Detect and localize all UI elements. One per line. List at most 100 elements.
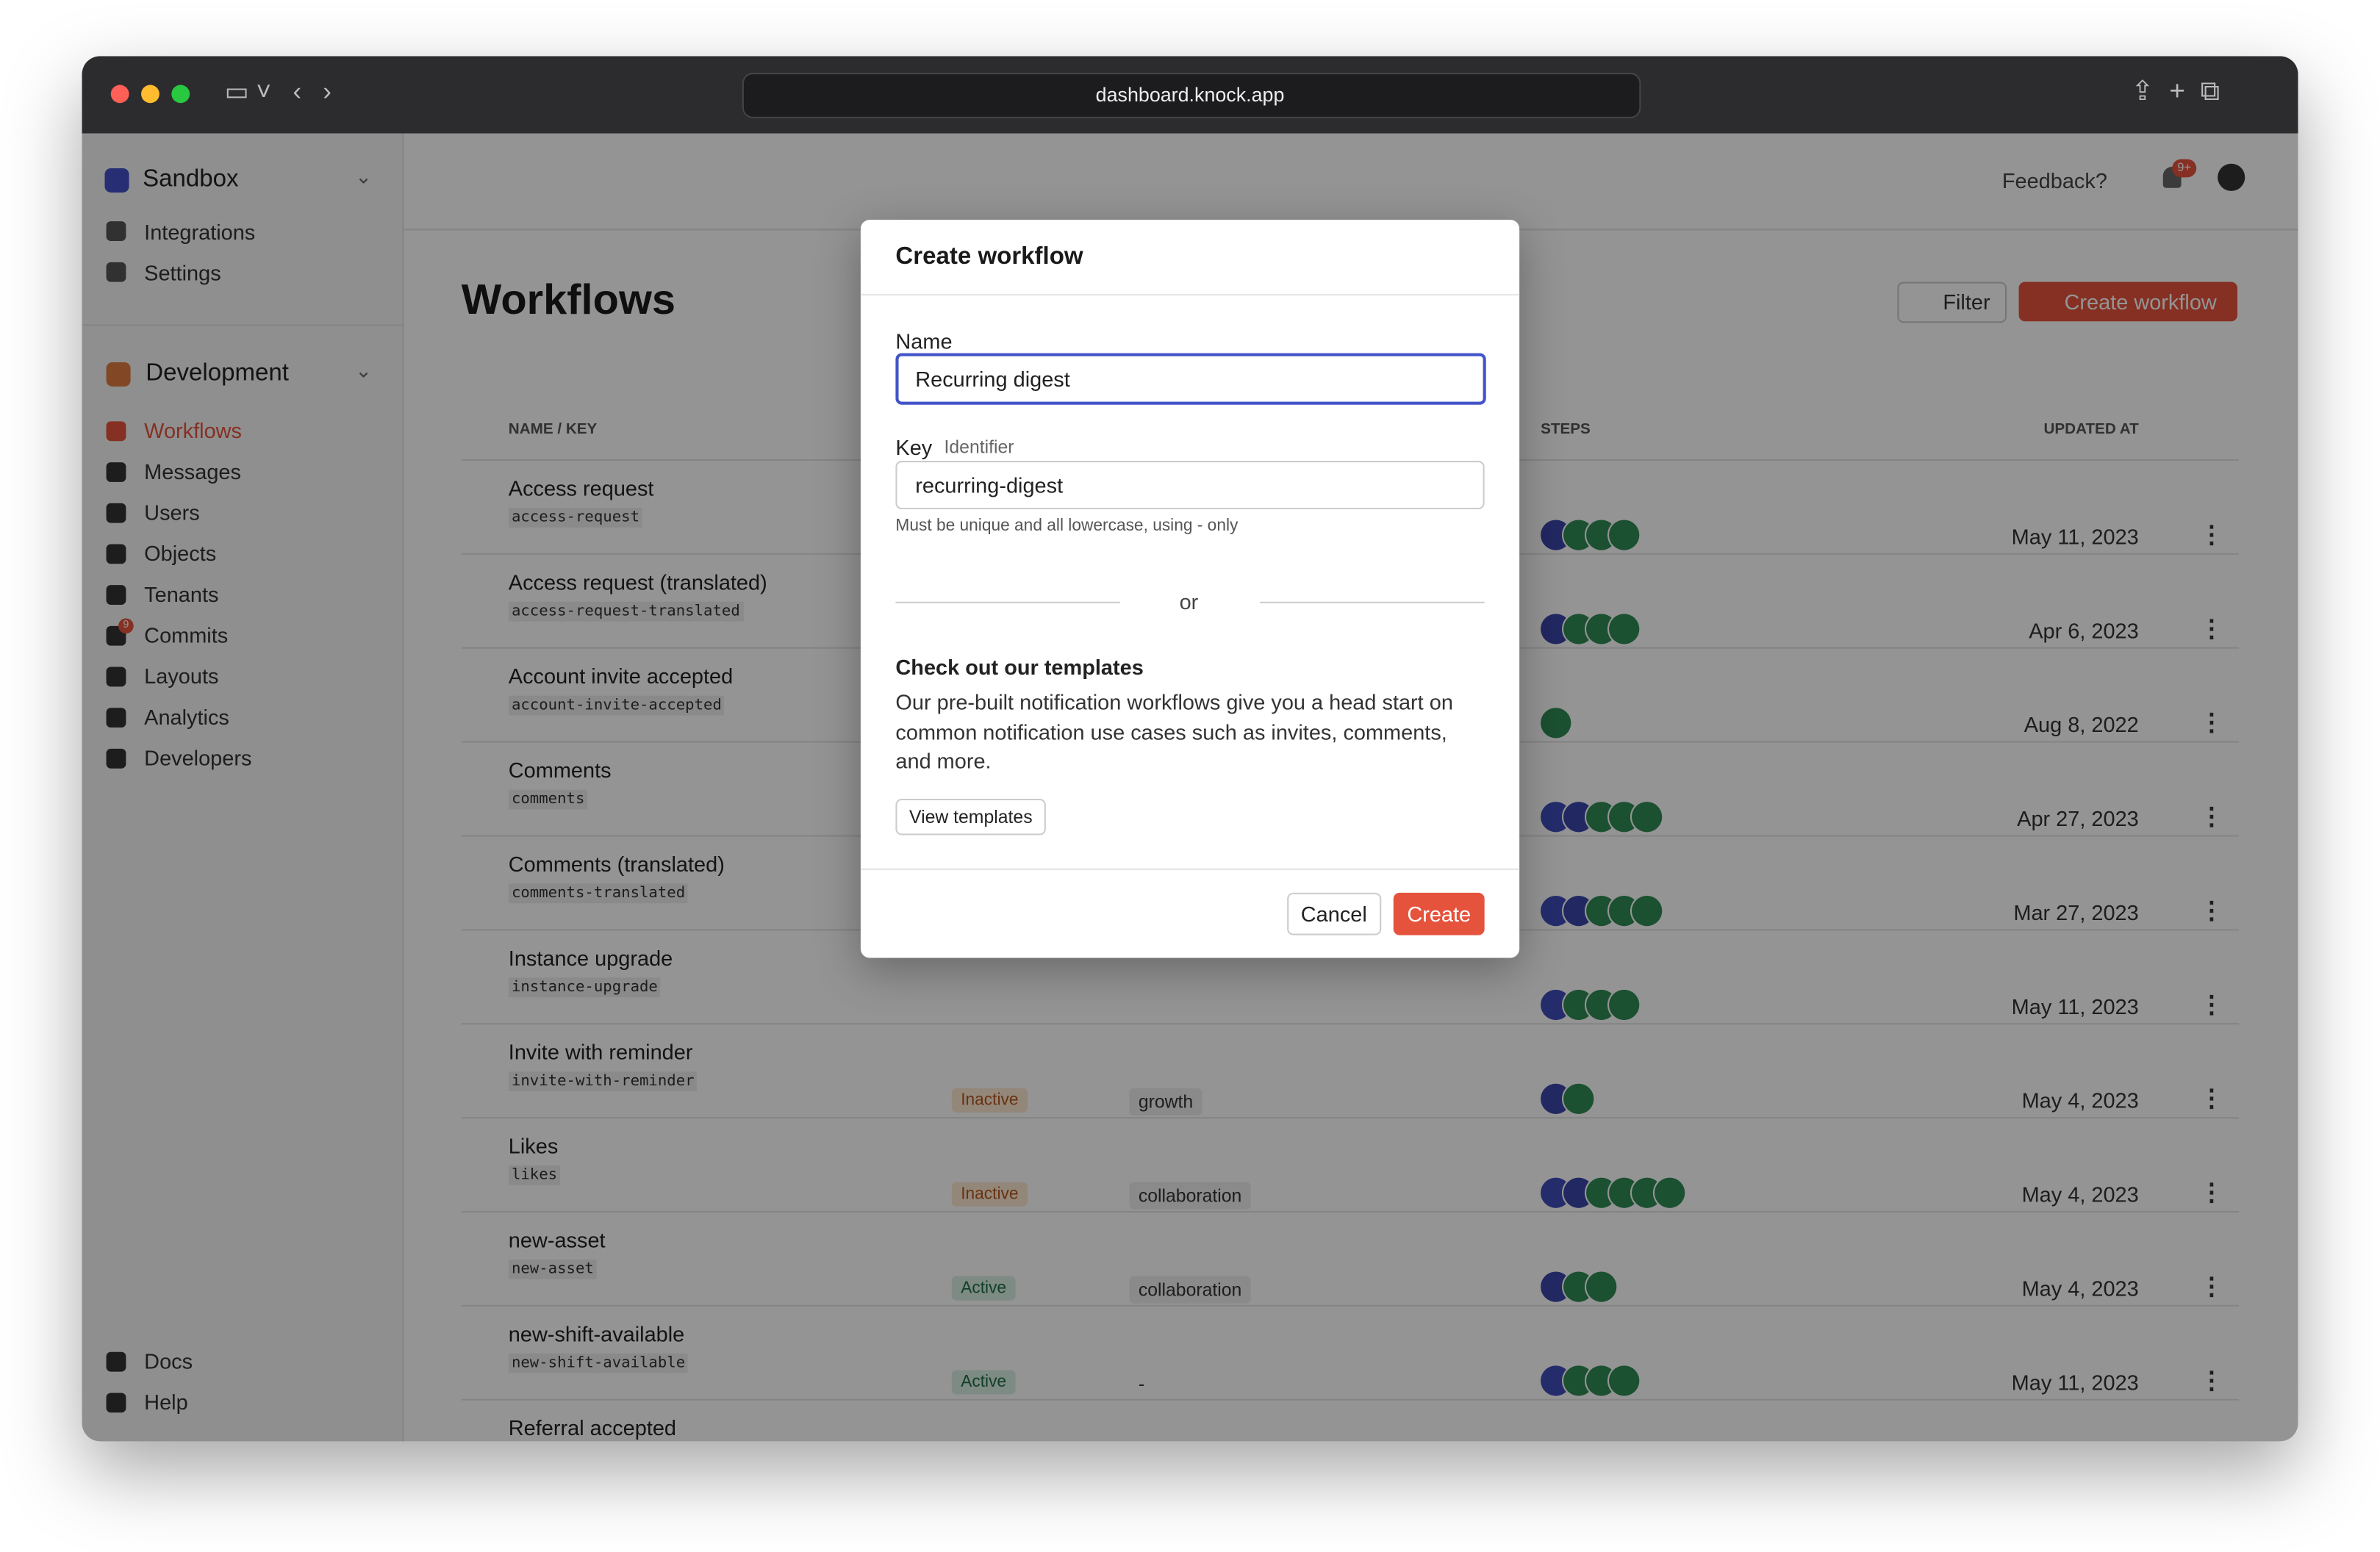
modal: Create workflow Name Recurring digest Key Id… [860, 220, 1520, 958]
step-icon [1631, 895, 1663, 927]
nav-icon [106, 421, 126, 442]
workflow-name[interactable]: new-asset [508, 1227, 606, 1252]
filter-button[interactable] [1897, 281, 2007, 323]
workflow-key: access-request [508, 507, 643, 528]
key-input[interactable] [895, 461, 1485, 509]
nav-icon [106, 708, 126, 728]
workflow-key: instance-upgrade [508, 977, 661, 998]
category-tag: - [1138, 1373, 1145, 1395]
workflow-name[interactable]: Referral accepted [508, 1415, 677, 1440]
env-icon [106, 362, 131, 387]
nav-item[interactable]: Help [144, 1390, 188, 1415]
workflow-name[interactable]: Access request (translated) [508, 570, 767, 594]
step-icon [1563, 1083, 1594, 1114]
nav-icon [106, 1351, 126, 1372]
feedback[interactable]: Feedback? [2001, 168, 2107, 193]
nav-arrows[interactable]: ▭ ˅ ‹ › [224, 77, 331, 107]
max-dot[interactable] [171, 85, 190, 104]
min-dot[interactable] [141, 85, 159, 104]
nav-icon [106, 221, 126, 241]
updated-at: May 4, 2023 [2021, 1182, 2139, 1207]
workflow-key: comments [508, 789, 588, 810]
updated-at: Mar 27, 2023 [2013, 900, 2139, 925]
divider-line [1260, 601, 1485, 603]
row-menu[interactable]: ⋮ [2199, 1368, 2224, 1395]
nav-item[interactable]: Workflows [144, 418, 242, 443]
row-menu[interactable]: ⋮ [2199, 1086, 2224, 1113]
row-menu[interactable]: ⋮ [2199, 711, 2224, 737]
nav-item[interactable]: Docs [144, 1348, 193, 1373]
workflow-key: account-invite-accepted [508, 695, 725, 716]
step-icon [1586, 1271, 1617, 1302]
row-menu[interactable]: ⋮ [2199, 1180, 2224, 1207]
nav-item[interactable]: Settings [144, 260, 221, 285]
account-name[interactable]: Sandbox [143, 166, 239, 193]
address-bar[interactable] [742, 73, 1641, 118]
workflow-name[interactable]: Access request [508, 475, 654, 500]
row-border [461, 1023, 2240, 1025]
nav-item[interactable]: Messages [144, 459, 241, 484]
nav-item[interactable]: Layouts [144, 664, 219, 689]
workflow-name[interactable]: new-shift-available [508, 1321, 685, 1346]
updated-at: May 4, 2023 [2021, 1088, 2139, 1113]
name-value: Recurring digest [915, 367, 1070, 392]
row-menu[interactable]: ⋮ [2199, 992, 2224, 1018]
workflow-key: comments-translated [508, 883, 689, 904]
create-button[interactable] [2018, 281, 2237, 322]
workflow-name[interactable]: Comments [508, 758, 612, 783]
step-icon [1654, 1177, 1685, 1208]
row-menu[interactable]: ⋮ [2199, 617, 2224, 643]
workflow-name[interactable]: Instance upgrade [508, 946, 673, 970]
step-icon [1609, 614, 1640, 644]
nav-item[interactable]: Analytics [144, 705, 229, 730]
row-border [461, 1117, 2240, 1119]
row-menu[interactable]: ⋮ [2199, 899, 2224, 925]
create-button[interactable]: Create [1393, 892, 1485, 935]
env-name[interactable]: Development [146, 360, 289, 387]
nav-item[interactable]: Commits [144, 622, 229, 647]
workflow-name[interactable]: Invite with reminder [508, 1039, 693, 1064]
nav-item[interactable]: Objects [144, 541, 217, 566]
step-icon [1631, 802, 1663, 833]
workflow-name[interactable]: Account invite accepted [508, 664, 734, 689]
modal-title: Create workflow [895, 244, 1083, 270]
avatar[interactable] [2218, 163, 2245, 191]
row-border [461, 1210, 2240, 1212]
nav-item[interactable]: Developers [144, 745, 252, 770]
field-help: Must be unique and all lowercase, using … [895, 517, 1239, 536]
field-label: Key [895, 434, 933, 459]
close-dot[interactable] [110, 85, 129, 104]
nav-item[interactable]: Tenants [144, 582, 219, 606]
status-tag: Active [951, 1276, 1016, 1301]
name-input[interactable] [895, 353, 1486, 405]
cancel-button[interactable]: Cancel [1287, 892, 1381, 935]
nav-item[interactable]: Users [144, 500, 200, 525]
updated-at: May 11, 2023 [2011, 994, 2139, 1018]
row-menu[interactable]: ⋮ [2199, 522, 2224, 549]
workflow-name[interactable]: Likes [508, 1133, 559, 1158]
sidebar: Sandbox ⌄ Integrations Settings Development ⌄… [82, 133, 404, 1442]
updated-at: Apr 6, 2023 [2029, 618, 2139, 643]
row-menu[interactable]: ⋮ [2199, 805, 2224, 831]
create-label: Create workflow [2064, 289, 2217, 314]
nav-item[interactable]: Integrations [144, 220, 256, 245]
nav-icon [106, 262, 126, 282]
key-value: recurring-digest [915, 473, 1064, 497]
workflow-name[interactable]: Comments (translated) [508, 852, 725, 877]
toolbar-icons[interactable]: ⇪ + ⧉ [2131, 76, 2221, 107]
account-icon [104, 168, 129, 193]
nav-icon [106, 667, 126, 687]
nav-icon [106, 1393, 126, 1413]
divider [82, 324, 403, 326]
workflow-key: likes [508, 1165, 561, 1185]
status-tag: Inactive [951, 1182, 1028, 1207]
updated-at: May 11, 2023 [2011, 1370, 2139, 1395]
templates-button[interactable]: View templates [895, 798, 1047, 836]
row-menu[interactable]: ⋮ [2199, 1274, 2224, 1301]
nav-icon [106, 544, 126, 564]
category-tag: collaboration [1129, 1182, 1251, 1210]
step-icon [1609, 520, 1640, 550]
col-header: NAME / KEY [508, 421, 598, 439]
